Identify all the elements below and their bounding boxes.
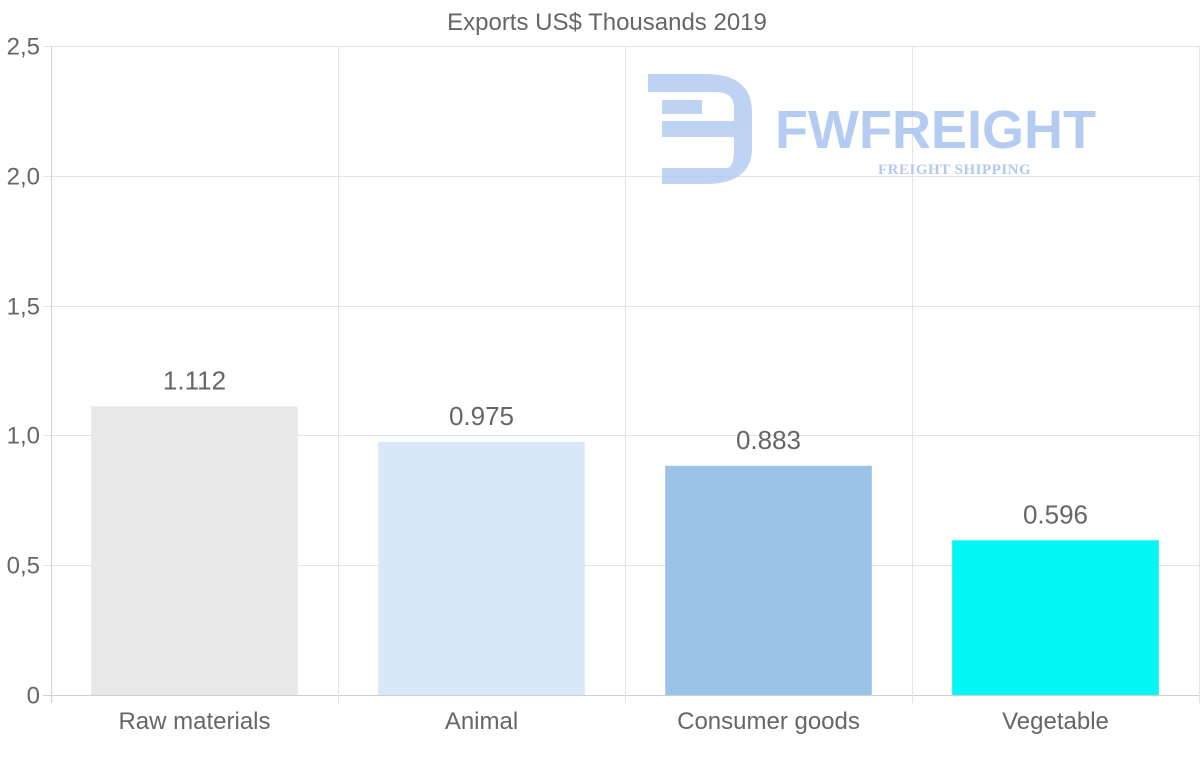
x-tick-label: Raw materials — [118, 708, 270, 735]
bar-value-label: 1.112 — [163, 365, 226, 395]
y-tick-label: 2,0 — [7, 164, 40, 191]
y-tick-label: 1,0 — [7, 423, 40, 450]
watermark-logo: FWFREIGHT FREIGHT SHIPPING — [648, 74, 1096, 184]
bar-value-label: 0.975 — [449, 401, 514, 431]
bar-vegetable[interactable] — [952, 540, 1159, 695]
x-tick-label: Consumer goods — [677, 708, 860, 735]
y-tick-label: 1,5 — [7, 294, 40, 321]
watermark-subtitle: FREIGHT SHIPPING — [878, 162, 1031, 178]
y-tick-label: 2,5 — [7, 34, 40, 61]
bar-consumer-goods[interactable] — [665, 465, 872, 695]
bar-animal[interactable] — [378, 441, 585, 695]
fwfreight-logo-icon — [648, 74, 752, 184]
bar-value-label: 0.596 — [1023, 499, 1088, 529]
bars-layer — [91, 406, 1159, 695]
y-tick-label: 0 — [27, 683, 40, 710]
x-tick-label: Animal — [445, 708, 518, 735]
chart-title: Exports US$ Thousands 2019 — [447, 9, 767, 36]
y-tick-label: 0,5 — [7, 553, 40, 580]
bar-raw-materials[interactable] — [91, 406, 298, 695]
x-tick-label: Vegetable — [1002, 708, 1109, 735]
bar-value-label: 0.883 — [736, 425, 801, 455]
watermark-name: FWFREIGHT — [775, 100, 1096, 160]
labels-layer: 0 0,5 1,0 1,5 2,0 2,5 1.112 Raw materials 0.975 A… — [7, 34, 1109, 736]
